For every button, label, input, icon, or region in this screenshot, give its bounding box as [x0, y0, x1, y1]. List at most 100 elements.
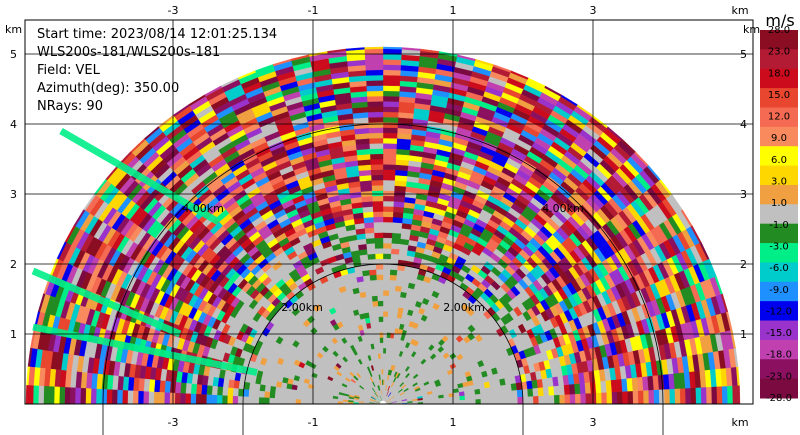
range-gate: [274, 392, 281, 399]
range-gate: [137, 390, 144, 404]
range-gate: [116, 389, 123, 404]
range-gate: [371, 179, 384, 186]
range-gate: [379, 337, 384, 344]
colorbar-tick-label: 6.0: [771, 155, 787, 166]
range-gate: [569, 383, 576, 395]
range-gate: [370, 174, 384, 181]
range-gate: [382, 211, 394, 218]
range-gate: [464, 394, 471, 400]
y-tick-label-left: 3: [10, 188, 17, 201]
range-gate: [469, 394, 476, 400]
colorbar-swatch: [760, 378, 798, 399]
range-gate: [300, 399, 307, 404]
range-gate: [382, 337, 387, 344]
range-gate: [389, 274, 397, 281]
range-gate: [553, 385, 560, 396]
range-gate: [385, 342, 390, 349]
axis-unit-label: km: [743, 23, 760, 36]
range-gate: [664, 388, 671, 404]
range-gate: [391, 316, 397, 323]
range-gate: [574, 383, 581, 395]
range-gate: [374, 242, 384, 249]
ray-22: [383, 70, 529, 402]
range-gate: [382, 258, 391, 265]
y-tick-label-left: 5: [10, 48, 17, 61]
range-gate: [459, 395, 466, 401]
range-gate: [372, 206, 384, 212]
range-gate: [391, 237, 401, 245]
range-gate: [388, 295, 395, 302]
range-gate: [368, 137, 384, 144]
range-gate: [232, 388, 239, 397]
range-gate: [190, 383, 197, 395]
range-gate: [361, 201, 373, 208]
range-gate: [506, 390, 513, 398]
range-gate: [300, 390, 308, 397]
range-gate: [366, 301, 373, 308]
info-line-4: NRays: 90: [37, 99, 103, 114]
range-gate: [382, 64, 401, 71]
range-gate: [284, 393, 291, 400]
range-gate: [372, 305, 379, 312]
range-gate: [95, 388, 102, 404]
range-gate: [280, 387, 287, 394]
range-gate: [542, 386, 550, 396]
range-gate: [711, 386, 718, 404]
ray-4: [386, 311, 733, 404]
range-gate: [579, 382, 586, 394]
range-gate: [127, 390, 134, 404]
range-gate: [580, 393, 587, 404]
range-gate: [390, 327, 396, 334]
range-gate: [326, 400, 333, 404]
range-gate: [382, 116, 399, 123]
range-gate: [382, 53, 402, 60]
range-gate: [382, 363, 386, 370]
range-gate: [484, 386, 492, 394]
range-gate: [373, 232, 384, 239]
range-gate: [373, 316, 379, 323]
range-gate: [371, 190, 384, 197]
range-gate: [382, 179, 395, 186]
range-gate: [382, 358, 386, 365]
range-gate: [700, 386, 707, 404]
x-tick-label-top: 1: [450, 4, 457, 17]
range-gate: [382, 148, 397, 155]
range-gate: [59, 386, 66, 404]
range-gate: [485, 392, 492, 399]
range-gate: [382, 101, 400, 108]
range-gate: [721, 385, 728, 404]
range-gate: [382, 269, 391, 275]
range-gate: [470, 398, 476, 404]
range-gate: [511, 389, 518, 398]
range-gate: [475, 393, 482, 400]
range-gate: [443, 400, 450, 404]
range-gate: [480, 392, 487, 400]
range-gate: [373, 221, 384, 228]
ray-39: [204, 85, 382, 402]
range-gate: [363, 216, 374, 224]
range-gate: [369, 279, 377, 286]
range-gate: [627, 390, 634, 404]
range-gate: [372, 200, 384, 207]
range-gate: [258, 397, 265, 404]
range-gate: [337, 401, 344, 404]
range-gate: [377, 300, 384, 307]
ray-28: [382, 47, 421, 401]
range-gate: [737, 385, 741, 404]
range-gate: [517, 396, 524, 404]
range-gate: [316, 400, 323, 404]
range-gate: [365, 69, 384, 76]
range-gate: [382, 300, 389, 307]
range-gate: [382, 295, 389, 302]
range-gate: [295, 399, 302, 404]
range-gate: [300, 395, 307, 401]
range-gate: [392, 222, 403, 229]
range-gate: [390, 321, 397, 329]
range-gate: [148, 391, 155, 404]
range-gate: [369, 158, 384, 165]
range-gate: [27, 385, 34, 404]
range-gate: [382, 216, 394, 223]
range-gate: [382, 227, 393, 233]
range-gate: [370, 169, 384, 176]
